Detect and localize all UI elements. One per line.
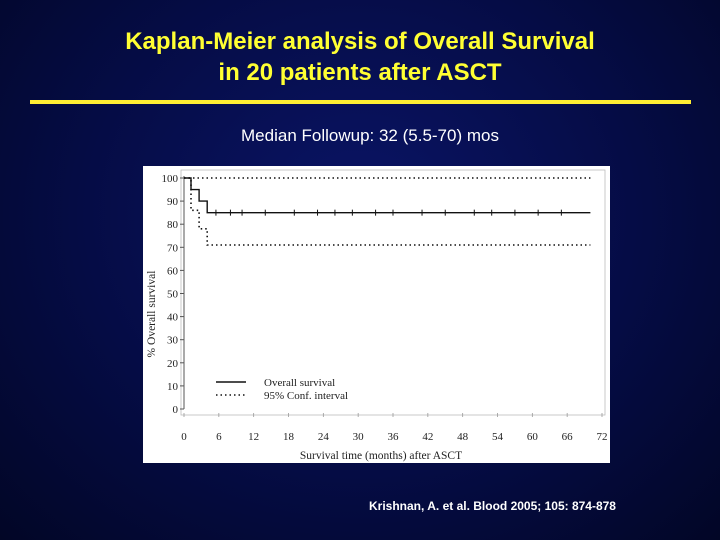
x-tick-label: 24 — [318, 431, 330, 443]
x-tick-label: 66 — [562, 431, 574, 443]
x-axis-title: Survival time (months) after ASCT — [300, 450, 462, 462]
y-tick-label: 40 — [167, 312, 179, 324]
title-underline — [30, 100, 691, 104]
x-tick-label: 30 — [353, 431, 365, 443]
x-tick-label: 6 — [216, 431, 222, 443]
slide-title: Kaplan-Meier analysis of Overall Surviva… — [0, 26, 720, 88]
y-tick-label: 70 — [167, 242, 179, 254]
x-tick-label: 48 — [457, 431, 469, 443]
legend-label: Overall survival — [264, 377, 335, 389]
y-tick-label: 0 — [173, 404, 179, 416]
y-axis-title: % Overall survival — [146, 271, 158, 358]
y-tick-label: 100 — [162, 173, 179, 185]
x-tick-label: 0 — [181, 431, 187, 443]
y-tick-label: 80 — [167, 219, 179, 231]
legend-label: 95% Conf. interval — [264, 390, 348, 402]
chart-svg: 0 10 20 30 40 50 60 70 80 90 100 0 6 12 18 24 30 36 42 48 5… — [146, 169, 608, 462]
y-tick-label: 20 — [167, 358, 179, 370]
y-tick-label: 60 — [167, 265, 179, 277]
x-tick-label: 36 — [388, 431, 400, 443]
followup-subtitle: Median Followup: 32 (5.5-70) mos — [241, 126, 499, 145]
x-tick-label: 72 — [597, 431, 608, 443]
y-tick-label: 50 — [167, 289, 179, 301]
y-tick-label: 30 — [167, 335, 179, 347]
x-tick-label: 12 — [248, 431, 259, 443]
series-line-0 — [184, 177, 591, 214]
x-tick-label: 60 — [527, 431, 539, 443]
x-tick-label: 42 — [422, 431, 433, 443]
series-line-2 — [184, 177, 591, 246]
plot-border — [180, 169, 606, 416]
citation: Krishnan, A. et al. Blood 2005; 105: 874… — [369, 499, 616, 513]
slide-title-line-1: Kaplan-Meier analysis of Overall Surviva… — [125, 28, 595, 55]
x-tick-label: 54 — [492, 431, 504, 443]
km-survival-chart: 0 10 20 30 40 50 60 70 80 90 100 0 6 12 18 24 30 36 42 48 5… — [143, 166, 610, 463]
x-tick-label: 18 — [283, 431, 295, 443]
y-tick-label: 10 — [167, 381, 179, 393]
slide-title-line-2: in 20 patients after ASCT — [218, 59, 502, 86]
y-tick-label: 90 — [167, 196, 179, 208]
